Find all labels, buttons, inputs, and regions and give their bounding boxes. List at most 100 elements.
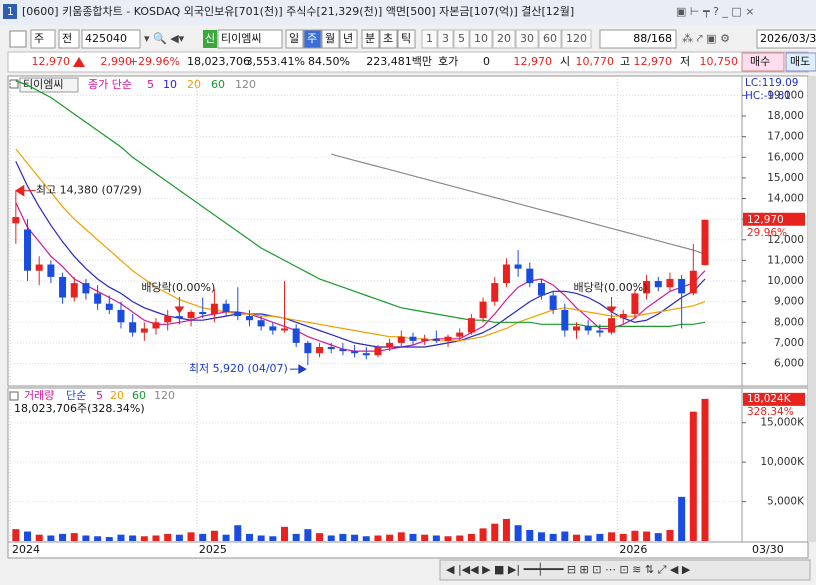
info-volume_pct: 3,553.41% (246, 55, 305, 68)
interval-button[interactable] (469, 29, 493, 49)
candle-body (164, 316, 172, 323)
interval-button[interactable] (515, 29, 539, 49)
y-tick-label: 12,000 (767, 234, 804, 246)
title-bar (0, 0, 816, 25)
volume-bar (175, 534, 183, 541)
toolbar-icon[interactable] (9, 30, 27, 48)
volume-bar (234, 525, 242, 541)
info-open_label: 시 (560, 55, 570, 68)
y-tick-label: 6,000 (774, 358, 804, 370)
info-amount: 223,481백만 (366, 55, 432, 68)
y-tick-label: 8,000 (774, 316, 804, 328)
interval-button[interactable] (421, 29, 438, 49)
candle-body (304, 342, 312, 354)
stock-name: 티이엠씨 (23, 78, 63, 91)
date-axis (7, 541, 809, 559)
scroll-toolbar[interactable] (439, 559, 811, 581)
volume-bar (526, 529, 534, 541)
toolbar-icons[interactable]: ▾ 🔍 ◀▾ (144, 31, 185, 45)
y-tick-label: 17,000 (767, 131, 804, 143)
volume-bar (491, 523, 499, 541)
interval-button[interactable] (561, 29, 592, 49)
sell-button[interactable] (785, 52, 816, 72)
interval-button[interactable] (538, 29, 562, 49)
unit-button[interactable] (303, 29, 322, 49)
volume-legend: 120 (154, 389, 175, 402)
y-tick-label: 19,000 (767, 89, 804, 101)
candle-body (654, 281, 662, 288)
volume-bar (608, 532, 616, 541)
candle-body (199, 311, 207, 315)
tag-box[interactable] (203, 30, 217, 48)
unit-button[interactable] (285, 29, 304, 49)
candle-body (619, 314, 627, 319)
interval-button[interactable] (492, 29, 516, 49)
interval-button[interactable] (453, 29, 470, 49)
dividend-arrow (174, 297, 185, 314)
candle-body (631, 293, 639, 315)
volume-bar (152, 535, 160, 541)
volume-bar (386, 534, 394, 541)
interval-button[interactable] (437, 29, 454, 49)
y-tick-label: 11,000 (767, 254, 804, 266)
info-open: 10,770 (576, 55, 615, 68)
interval-label: 120 (566, 32, 587, 45)
candle-body (222, 303, 230, 312)
unit-label: 주 (307, 32, 317, 45)
volume-bar (35, 534, 43, 541)
window-controls[interactable]: ▣ ⊢ ┯ ? _ □ × (676, 5, 755, 18)
legend-entry: 10 (163, 78, 177, 91)
y-tick-label: 9,000 (774, 296, 804, 308)
candle-body (327, 347, 335, 350)
candle-body (316, 347, 324, 354)
x-tick-label: 2024 (12, 543, 40, 556)
volume-bar (339, 533, 347, 541)
toolbar-text: 주 (34, 32, 44, 45)
candle-body (643, 281, 651, 294)
candle-body (491, 283, 499, 302)
unit-button[interactable] (361, 29, 380, 49)
volume-bar (432, 535, 440, 541)
candle-body (456, 332, 464, 337)
volume-bar (678, 496, 686, 541)
volume-bar (701, 398, 709, 541)
window-icon (3, 4, 17, 19)
toolbar-field[interactable] (217, 29, 283, 49)
volume-bar (456, 535, 464, 541)
toolbar-field[interactable] (58, 29, 80, 49)
volume-bar (129, 535, 137, 541)
volume-bar (292, 533, 300, 541)
candle-body (280, 328, 288, 331)
volume-bar (374, 535, 382, 541)
price-pane (7, 75, 743, 387)
tool-icons[interactable]: ⁂ ⤤ ▣ ⚙ (682, 32, 730, 45)
count-box[interactable] (599, 29, 677, 49)
candle-body (409, 336, 417, 341)
unit-button[interactable] (397, 29, 416, 49)
date-box[interactable] (756, 29, 816, 49)
buy-button[interactable] (741, 52, 785, 72)
legend-entry: 60 (211, 78, 225, 91)
candle-body (397, 336, 405, 343)
unit-button[interactable] (321, 29, 340, 49)
legend-entry: 120 (235, 78, 256, 91)
candle-body (35, 264, 43, 271)
volume-bar (199, 533, 207, 541)
volume-pane (7, 387, 743, 543)
volume-bar (549, 533, 557, 541)
interval-label: 3 (442, 32, 449, 45)
last-date: 03/30 (752, 543, 784, 556)
legend-prefix: 종가 단순 (88, 78, 132, 91)
volume-legend: 60 (132, 389, 146, 402)
info-turnover_pct: 84.50% (308, 55, 350, 68)
candle-body (386, 342, 394, 348)
volume-bar (187, 532, 195, 541)
candle-body (374, 347, 382, 356)
toolbar-field[interactable] (30, 29, 56, 49)
scroll-controls[interactable]: ◀ |◀◀ ▶ ■ ▶| ━━┿━━━ ⊟ ⊞ ⊡ ⋯ ⊡ ≋ ⇅ ⤢ ◀ ▶ (446, 562, 691, 576)
candle-body (549, 295, 557, 310)
unit-button[interactable] (339, 29, 358, 49)
low-annotation: 최저 5,920 (04/07) (189, 362, 288, 375)
toolbar-field[interactable] (81, 29, 141, 49)
unit-button[interactable] (379, 29, 398, 49)
